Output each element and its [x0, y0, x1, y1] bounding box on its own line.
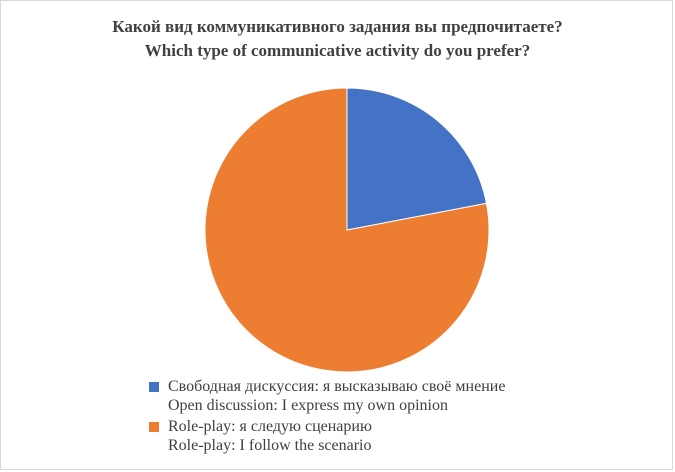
legend-label-role-play: Role-play: я следую сценарию Role-play: …: [168, 418, 372, 454]
legend-swatch-open-discussion: [149, 382, 159, 392]
pie-slice-role-play: [204, 87, 490, 373]
chart-title-en: Which type of communicative activity do …: [144, 41, 531, 60]
pie-slice-open-discussion: [346, 87, 488, 231]
legend-label-open-discussion: Свободная дискуссия: я высказываю своё м…: [168, 378, 506, 414]
legend-item-role-play: Role-play: я следую сценарию Role-play: …: [149, 417, 505, 455]
chart-title: Какой вид коммуникативного задания вы пр…: [1, 15, 674, 63]
legend-swatch-role-play: [149, 422, 159, 432]
legend-item-open-discussion: Свободная дискуссия: я высказываю своё м…: [149, 377, 505, 415]
legend: Свободная дискуссия: я высказываю своё м…: [149, 377, 505, 457]
chart-title-ru: Какой вид коммуникативного задания вы пр…: [112, 17, 563, 36]
